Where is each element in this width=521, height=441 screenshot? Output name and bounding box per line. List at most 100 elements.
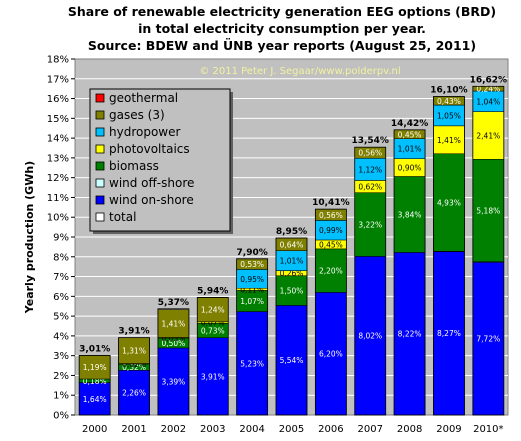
data-label: 3,22%	[358, 221, 382, 230]
bar-segment-biomass	[433, 153, 465, 252]
data-label: 0,32%	[122, 363, 146, 372]
y-tick-label: 1%	[53, 391, 69, 402]
x-axis-ticks: 2000 2001 2002 2003 2004 2005 2006 2007 2008 2009…	[82, 424, 504, 435]
legend-swatch	[95, 127, 105, 137]
y-tick-label: 0%	[53, 411, 69, 422]
total-label: 3,01%	[79, 344, 110, 354]
bar-segment-wind-on-shore	[78, 382, 111, 416]
data-label: 1,07%	[240, 297, 264, 306]
bar-total-outline	[433, 96, 465, 416]
bar-segment-wind-on-shore	[393, 252, 426, 416]
bar-total-outline	[472, 85, 505, 416]
data-label: 0,53%	[240, 260, 264, 269]
legend-label: total	[109, 210, 136, 224]
chart-title: Share of renewable electricity generatio…	[68, 4, 496, 53]
bar-segment-wind-on-shore	[118, 370, 150, 416]
y-tick-label: 9%	[53, 233, 69, 244]
x-tick-label: 2002	[161, 424, 186, 435]
data-label: 2,41%	[476, 131, 500, 140]
y-tick-label: 5%	[53, 312, 69, 323]
x-tick-label: 2010*	[473, 424, 503, 435]
bar-total-outline	[354, 146, 387, 416]
y-tick-label: 6%	[53, 292, 69, 303]
legend-swatch	[95, 212, 105, 222]
y-tick-label: 4%	[53, 331, 69, 342]
data-label: 0,18%	[83, 377, 107, 386]
bar-total-outline	[157, 308, 190, 416]
bar-total-outline	[314, 208, 347, 416]
x-tick-label: 2009	[436, 424, 461, 435]
data-label: 6,20%	[319, 350, 343, 359]
data-label: 1,50%	[280, 287, 304, 296]
y-tick-label: 7%	[53, 272, 69, 283]
x-tick-label: 2004	[239, 424, 264, 435]
y-axis-label: Yearly production (GWh)	[23, 161, 36, 314]
total-label: 16,62%	[470, 75, 508, 85]
total-label: 7,90%	[237, 248, 268, 258]
bar-total-outline	[118, 337, 150, 416]
legend-label: wind off-shore	[109, 176, 194, 190]
data-label: 0,56%	[319, 211, 343, 220]
data-label: 8,02%	[358, 332, 382, 341]
data-label: 1,12%	[358, 165, 382, 174]
data-label: 1,04%	[476, 97, 500, 106]
x-tick-label: 2006	[318, 424, 343, 435]
total-label: 5,94%	[197, 287, 228, 297]
data-label: 0,45%	[398, 130, 422, 139]
total-label: 10,41%	[312, 198, 350, 208]
data-label: 3,84%	[398, 210, 422, 219]
total-label: 16,10%	[430, 86, 468, 96]
legend-label: biomass	[109, 159, 159, 173]
data-label: 0,73%	[201, 326, 225, 335]
x-tick-label: 2007	[358, 424, 383, 435]
data-label: 1,01%	[280, 257, 304, 266]
data-label: 0,07%	[201, 319, 225, 328]
data-label: 8,22%	[398, 330, 422, 339]
total-label: 14,42%	[391, 119, 429, 129]
data-label: 1,41%	[161, 320, 185, 329]
data-label: 1,31%	[122, 347, 146, 356]
chart-title-line-1: Share of renewable electricity generatio…	[68, 4, 496, 19]
y-tick-label: 2%	[53, 371, 69, 382]
data-label: 1,41%	[437, 136, 461, 145]
y-tick-label: 16%	[47, 94, 69, 105]
data-label: 7,72%	[476, 335, 500, 344]
bar-total-outline	[78, 355, 111, 416]
data-label: 0,02%	[122, 360, 146, 369]
bar-segment-biomass	[393, 176, 426, 253]
data-label: 0,64%	[280, 240, 304, 249]
total-label: 13,54%	[351, 136, 389, 146]
legend-label: geothermal	[109, 91, 178, 105]
data-label: 0,50%	[161, 339, 185, 348]
y-tick-label: 8%	[53, 252, 69, 263]
data-label: 5,18%	[476, 206, 500, 215]
data-label: 0,62%	[358, 183, 382, 192]
bar-total-outline	[236, 258, 269, 416]
bar-total-outline	[275, 237, 308, 416]
y-tick-label: 11%	[47, 193, 69, 204]
data-label: 0,56%	[358, 149, 382, 158]
y-tick-label: 13%	[47, 153, 69, 164]
data-label: 0,26%	[280, 269, 304, 278]
data-label: 1,19%	[83, 363, 107, 372]
chart-title-line-3: Source: BDEW and ÜNB year reports (Augus…	[88, 38, 476, 53]
bar-segment-wind-on-shore	[354, 256, 386, 416]
legend-swatch	[95, 110, 105, 120]
data-label: 3,91%	[201, 372, 225, 381]
bar-total-outline	[393, 129, 426, 416]
total-label: 3,91%	[118, 327, 149, 337]
legend-box	[89, 88, 231, 232]
data-label: 5,23%	[240, 359, 264, 368]
x-tick-label: 2005	[279, 424, 304, 435]
legend-swatch	[95, 93, 105, 103]
y-tick-label: 14%	[47, 134, 69, 145]
data-label: 4,93%	[437, 198, 461, 207]
data-label: 2,26%	[122, 389, 146, 398]
data-label: 0,99%	[319, 226, 343, 235]
data-label: 0,95%	[240, 275, 264, 284]
data-label: 2,20%	[319, 267, 343, 276]
bar-segment-wind-on-shore	[197, 337, 229, 416]
bar-total-outline	[196, 297, 229, 416]
